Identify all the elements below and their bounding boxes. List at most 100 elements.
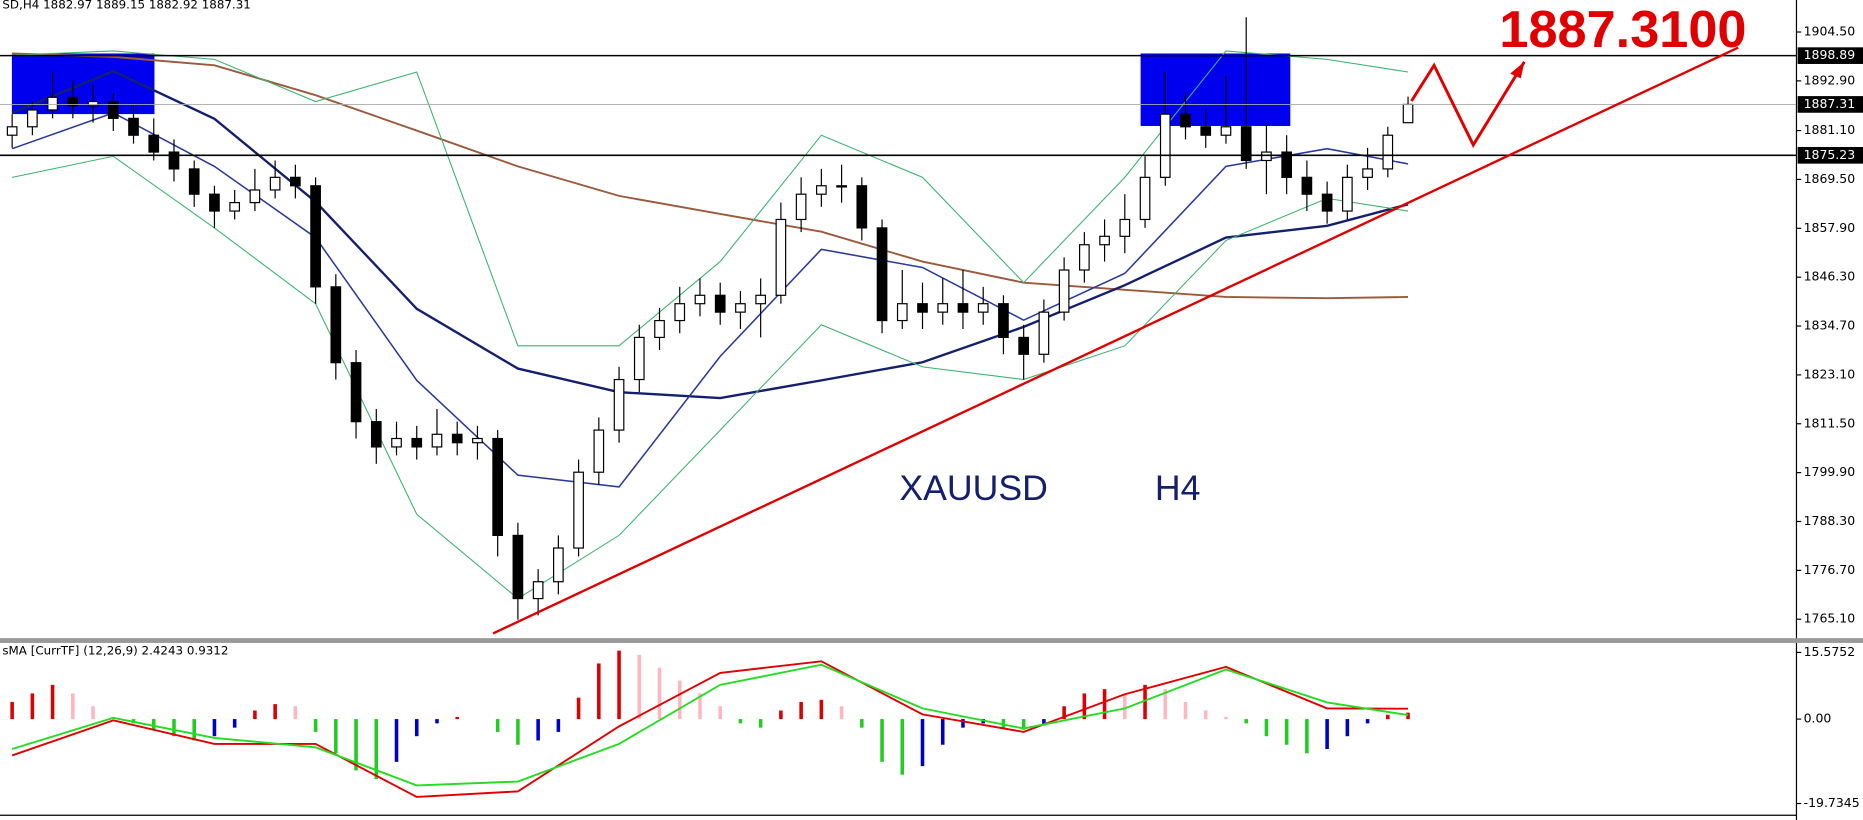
y-tick-label: 1765.10 xyxy=(1804,611,1856,626)
y-tick-label: 1846.30 xyxy=(1804,269,1856,284)
candle-body xyxy=(1220,126,1232,136)
price-label: 1887.31 xyxy=(1804,96,1856,111)
histogram-bar xyxy=(718,706,722,720)
candle-body xyxy=(573,471,584,549)
candle-body xyxy=(755,294,767,305)
level-label-box xyxy=(1797,47,1863,64)
y-tick-label: 1834.70 xyxy=(1804,318,1856,333)
timeframe-label: H4 xyxy=(1155,468,1201,508)
candle-body xyxy=(67,96,79,107)
symbol-label: XAUUSD xyxy=(899,468,1047,508)
candle-body xyxy=(1079,244,1090,271)
histogram-bar xyxy=(495,719,500,732)
candle-body xyxy=(27,109,38,128)
level-label-box xyxy=(1797,146,1863,164)
header-info: SD,H4 1882.97 1889.15 1882.92 1887.31 xyxy=(2,0,250,11)
indicator-line xyxy=(11,660,1409,798)
histogram-bar xyxy=(1406,712,1410,720)
candle-body xyxy=(249,189,261,204)
candle-body xyxy=(714,294,726,313)
candle-body xyxy=(188,168,200,195)
histogram-bar xyxy=(212,719,217,737)
histogram-bar xyxy=(1082,693,1087,720)
y-tick-label: 1904.50 xyxy=(1804,24,1856,39)
indicator-line xyxy=(11,112,1409,488)
y-tick-label: -19.7345 xyxy=(1804,795,1860,810)
histogram-bar xyxy=(698,693,702,720)
candle-body xyxy=(229,202,241,212)
indicator-line xyxy=(11,69,1409,400)
histogram-bar xyxy=(30,693,35,720)
histogram-bar xyxy=(597,663,601,720)
candle-body xyxy=(1159,113,1171,178)
y-tick-label: 1776.70 xyxy=(1804,562,1856,577)
indicator-line xyxy=(12,155,1409,600)
histogram-bar xyxy=(192,719,196,741)
candle-body xyxy=(1180,113,1191,128)
histogram-bar xyxy=(313,719,318,732)
price-annotation: 1887.3100 xyxy=(1499,1,1746,59)
histogram-bar xyxy=(293,706,298,720)
candle-body xyxy=(1342,176,1353,212)
candle-body xyxy=(492,437,504,536)
histogram-bar xyxy=(50,684,55,720)
candle-body xyxy=(876,227,888,322)
candle-body xyxy=(1038,311,1050,355)
histogram-bar xyxy=(1062,706,1066,720)
y-tick-label: 1811.50 xyxy=(1804,415,1856,430)
trendline xyxy=(492,46,1739,635)
candle-body xyxy=(633,336,645,381)
level-label: 1875.23 xyxy=(1804,147,1856,162)
histogram-bar xyxy=(536,719,540,741)
candle-body xyxy=(310,185,321,288)
panel-separator xyxy=(0,638,1863,643)
histogram-bar xyxy=(758,719,763,728)
candle-body xyxy=(87,100,99,107)
candle-body xyxy=(553,547,564,583)
histogram-bar xyxy=(779,710,783,720)
candle-body xyxy=(107,100,119,119)
candle-body xyxy=(128,117,139,136)
candle-body xyxy=(411,437,423,448)
histogram-bar xyxy=(10,701,14,720)
candle-body xyxy=(6,126,18,136)
candle-body xyxy=(896,303,908,322)
histogram-bar xyxy=(880,719,884,762)
candle-body xyxy=(1200,126,1212,136)
histogram-bar xyxy=(232,719,237,728)
y-tick-label: 1799.90 xyxy=(1804,464,1856,479)
histogram-bar xyxy=(1143,684,1147,720)
candle-body xyxy=(836,185,847,188)
y-tick-label: 0.00 xyxy=(1804,711,1832,726)
candle-body xyxy=(370,421,382,448)
indicator-title: sMA [CurrTF] (12,26,9) 2.4243 0.9312 xyxy=(2,644,228,658)
arrow-head xyxy=(1510,61,1525,79)
candle-body xyxy=(532,581,544,600)
histogram-bar xyxy=(91,706,95,720)
candle-body xyxy=(350,362,362,423)
histogram-bar xyxy=(1386,714,1390,720)
candle-body xyxy=(998,303,1009,339)
histogram-bar xyxy=(1224,716,1228,720)
candle-body xyxy=(391,437,402,448)
histogram-bar xyxy=(900,719,905,775)
candle-body xyxy=(735,303,746,313)
macd-panel: 15.5752 0.00 -19.7345 xyxy=(10,644,1860,810)
forecast-arrow xyxy=(1410,61,1526,149)
candle-body xyxy=(977,303,989,313)
candle-body xyxy=(168,151,180,170)
candle-body xyxy=(1301,176,1313,195)
histogram-bar xyxy=(637,654,642,720)
histogram-bar xyxy=(1365,719,1370,724)
candle-body xyxy=(674,303,686,322)
indicator-line xyxy=(11,663,1409,787)
y-tick-label: 1869.50 xyxy=(1804,171,1856,186)
y-tick-label: 1857.90 xyxy=(1804,220,1856,235)
y-tick-label: 1823.10 xyxy=(1804,366,1856,381)
candle-body xyxy=(47,96,58,111)
histogram-bar xyxy=(1325,719,1329,750)
histogram-bar xyxy=(1021,719,1026,730)
histogram-bar xyxy=(1163,689,1168,720)
